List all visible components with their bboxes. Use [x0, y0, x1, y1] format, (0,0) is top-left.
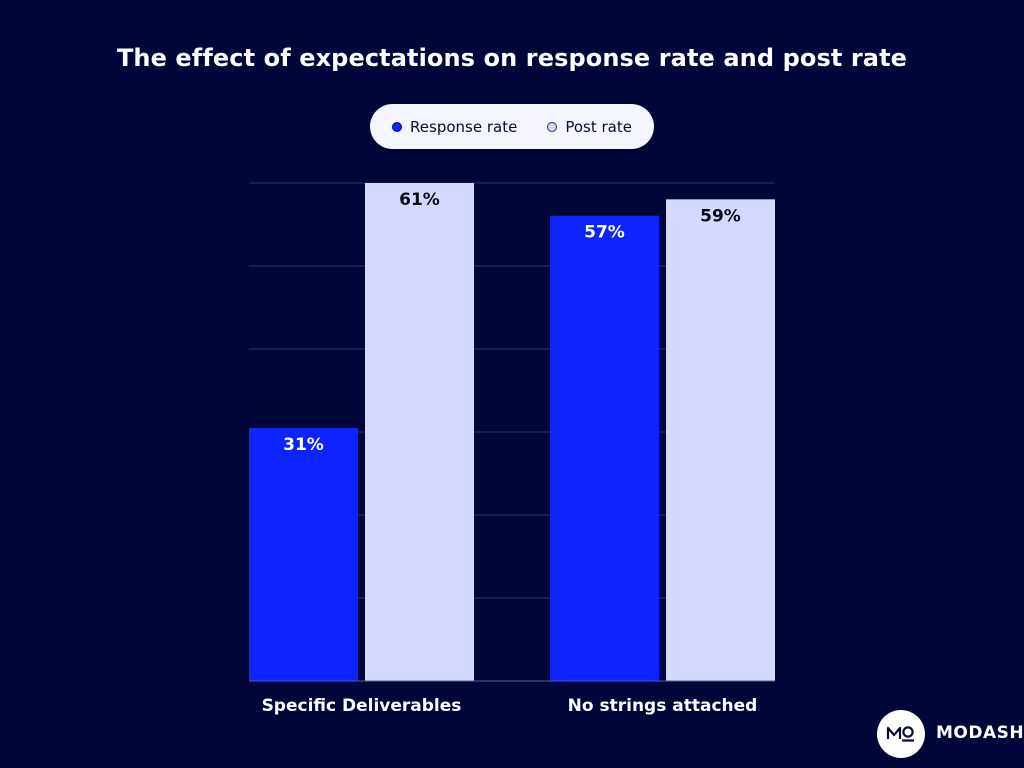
data-label: 31%: [283, 435, 324, 455]
post-dot-icon: [547, 121, 558, 132]
brand-name: MODASH: [936, 723, 1024, 743]
bar-post: [666, 199, 775, 681]
legend-label-post: Post rate: [565, 117, 632, 136]
legend: Response rate Post rate: [370, 104, 654, 149]
x-tick-label: No strings attached: [568, 696, 758, 716]
modash-logo-icon: [877, 710, 925, 758]
bar-response: [550, 215, 659, 681]
legend-item-post[interactable]: Post rate: [547, 118, 632, 136]
data-label: 57%: [584, 223, 625, 243]
x-tick-label: Specific Deliverables: [262, 696, 462, 716]
response-dot-icon: [392, 121, 403, 132]
legend-item-response[interactable]: Response rate: [392, 118, 517, 136]
legend-label-response: Response rate: [410, 117, 518, 136]
bar-post: [365, 183, 474, 681]
data-label: 59%: [700, 206, 741, 226]
chart-title: The effect of expectations on response r…: [116, 44, 908, 72]
data-label: 61%: [399, 190, 440, 210]
bar-response: [249, 427, 358, 681]
